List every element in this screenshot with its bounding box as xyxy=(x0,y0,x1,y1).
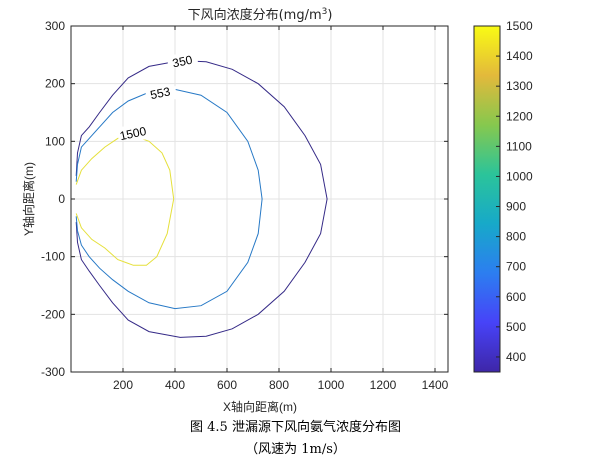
colorbar-tick-label: 600 xyxy=(506,290,526,304)
x-tick-label: 800 xyxy=(269,378,289,392)
x-axis-label: X轴向距离(m) xyxy=(223,399,297,414)
chart-title-sup: 3 xyxy=(322,7,328,17)
colorbar-tick-label: 800 xyxy=(506,230,526,244)
colorbar-tick-label: 1300 xyxy=(506,79,533,93)
y-tick-label: -100 xyxy=(41,250,65,264)
colorbar-ticks: 1500 1400 1300 1200 1100 1000 900 800 700 600 500 4… xyxy=(496,19,533,364)
y-tick-label: 300 xyxy=(45,19,65,33)
x-tick-label: 600 xyxy=(217,378,237,392)
x-tick-label: 1200 xyxy=(370,378,397,392)
chart-title-close: ) xyxy=(327,8,332,23)
contour-label-bg xyxy=(118,126,149,140)
chart-title-main: 下风向浓度分布(mg/m xyxy=(188,7,322,23)
colorbar-tick-label: 1100 xyxy=(506,139,532,153)
colorbar-tick-label: 1400 xyxy=(506,49,533,63)
colorbar-tick-label: 1000 xyxy=(506,169,533,183)
figure-caption: 图 4.5 泄漏源下风向氨气浓度分布图 xyxy=(190,420,401,435)
x-tick-label: 1000 xyxy=(318,378,345,392)
y-tick-label: -300 xyxy=(41,365,65,379)
contour-label-350: 350 xyxy=(171,53,194,71)
colorbar xyxy=(473,25,501,373)
x-tick-label: 200 xyxy=(113,378,133,392)
contour-line-1500 xyxy=(75,135,175,266)
contour-label-bg xyxy=(145,86,176,100)
y-tick-label: 100 xyxy=(45,134,65,148)
figure-subcaption: （风速为 1m/s） xyxy=(245,442,346,457)
contour-label-1500: 1500 xyxy=(118,124,147,143)
contour-labels: 350 553 1500 xyxy=(118,53,198,143)
contour-label-bg xyxy=(167,54,198,68)
contour-line-553 xyxy=(75,88,263,310)
chart-canvas: 下风向浓度分布(mg/m3) 350 553 1500 200 400 600 800 10… xyxy=(21,7,533,414)
y-tick-label: 200 xyxy=(45,77,65,91)
y-tick-label: 0 xyxy=(58,192,65,206)
y-axis-ticks: 300 200 100 0 -100 -200 -300 xyxy=(41,19,448,379)
x-tick-label: 1400 xyxy=(422,378,449,392)
colorbar-tick-label: 700 xyxy=(506,260,526,274)
y-tick-label: -200 xyxy=(41,307,65,321)
chart-title: 下风向浓度分布(mg/m3) xyxy=(188,7,333,23)
colorbar-tick-label: 900 xyxy=(506,200,526,214)
contour-label-553: 553 xyxy=(149,84,172,102)
contour-line-350 xyxy=(75,60,328,338)
x-axis-ticks: 200 400 600 800 1000 1200 1400 xyxy=(113,26,449,392)
y-axis-label: Y轴向距离(m) xyxy=(21,162,36,236)
colorbar-tick-label: 500 xyxy=(506,320,526,334)
contour-lines xyxy=(75,60,328,338)
colorbar-tick-label: 400 xyxy=(506,350,526,364)
x-tick-label: 400 xyxy=(165,378,185,392)
colorbar-tick-label: 1200 xyxy=(506,109,533,123)
colorbar-tick-label: 1500 xyxy=(506,19,533,33)
